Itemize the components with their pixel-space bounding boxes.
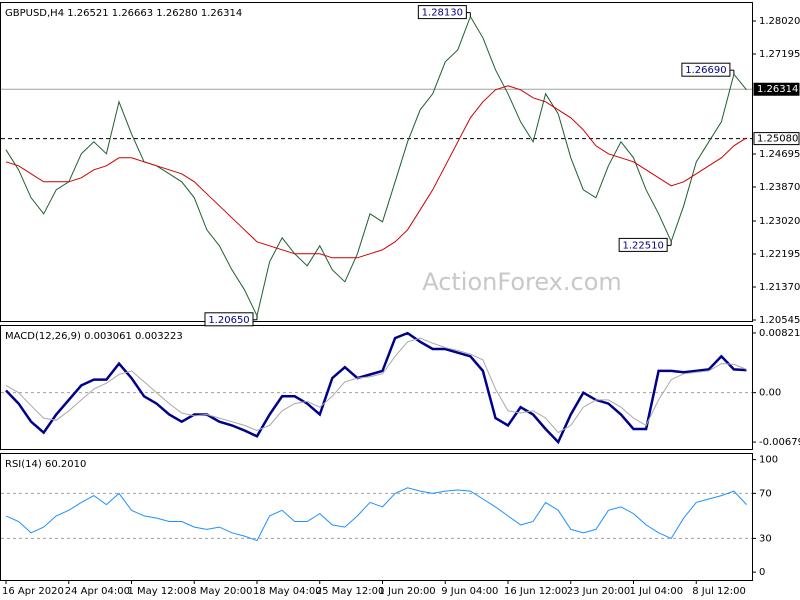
price-label: 1.25080 xyxy=(757,134,798,145)
x-tick-label: 1 Jul 04:00 xyxy=(630,586,684,597)
y-tick-label: -0.006796 xyxy=(759,437,800,448)
y-tick-label: 1.23020 xyxy=(759,216,800,227)
y-tick-label: 30 xyxy=(759,533,772,544)
series-line xyxy=(5,487,747,542)
rsi-panel xyxy=(0,453,753,581)
price-label-box xyxy=(753,132,800,146)
y-tick-label: 1.28020 xyxy=(759,16,800,27)
y-tick-label: 1.24695 xyxy=(759,149,800,160)
watermark: ActionForex.com xyxy=(422,268,622,296)
annotation-label: 1.22510 xyxy=(622,240,663,251)
y-tick-label: 70 xyxy=(759,488,772,499)
price-label-box xyxy=(753,82,800,96)
price-panel xyxy=(0,2,753,322)
panel-title: RSI(14) 60.2010 xyxy=(5,459,86,470)
x-tick-label: 8 May 20:00 xyxy=(190,586,252,597)
annotation-label: 1.28130 xyxy=(422,8,463,19)
x-tick-label: 16 Apr 2020 xyxy=(2,586,64,597)
annotation-box xyxy=(204,312,254,327)
annotation-box xyxy=(618,237,668,252)
y-tick-label: 1.20545 xyxy=(759,315,800,326)
annotation-box xyxy=(681,62,731,77)
x-tick-label: 8 Jul 12:00 xyxy=(692,586,746,597)
panel-title: GBPUSD,H4 1.26521 1.26663 1.26280 1.2631… xyxy=(5,8,242,19)
annotation-label: 1.20650 xyxy=(208,315,249,326)
panel-title: MACD(12,26,9) 0.003061 0.003223 xyxy=(5,331,183,342)
series-line xyxy=(5,85,747,259)
series-line xyxy=(5,337,747,434)
series-line xyxy=(5,15,747,318)
x-tick-label: 18 May 04:00 xyxy=(253,586,322,597)
y-tick-label: 0.00 xyxy=(759,388,781,399)
series-line xyxy=(5,331,747,445)
macd-panel xyxy=(0,325,753,450)
y-tick-label: 1.21370 xyxy=(759,282,800,293)
annotation-box xyxy=(417,5,467,20)
x-tick-label: 25 May 12:00 xyxy=(316,586,385,597)
x-tick-label: 23 Jun 20:00 xyxy=(567,586,631,597)
y-tick-label: 100 xyxy=(759,455,778,466)
y-tick-label: 0 xyxy=(759,567,765,578)
y-tick-label: 0.008213 xyxy=(759,328,800,339)
x-tick-label: 24 Apr 04:00 xyxy=(65,586,130,597)
annotation-label: 1.26690 xyxy=(685,65,726,76)
price-label: 1.26314 xyxy=(757,84,798,95)
x-tick-label: 9 Jun 04:00 xyxy=(441,586,498,597)
y-tick-label: 1.22195 xyxy=(759,249,800,260)
y-tick-label: 1.27195 xyxy=(759,49,800,60)
y-tick-label: 1.23870 xyxy=(759,182,800,193)
x-tick-label: 1 May 12:00 xyxy=(128,586,190,597)
x-tick-label: 16 Jun 12:00 xyxy=(504,586,568,597)
x-tick-label: 1 Jun 20:00 xyxy=(379,586,436,597)
